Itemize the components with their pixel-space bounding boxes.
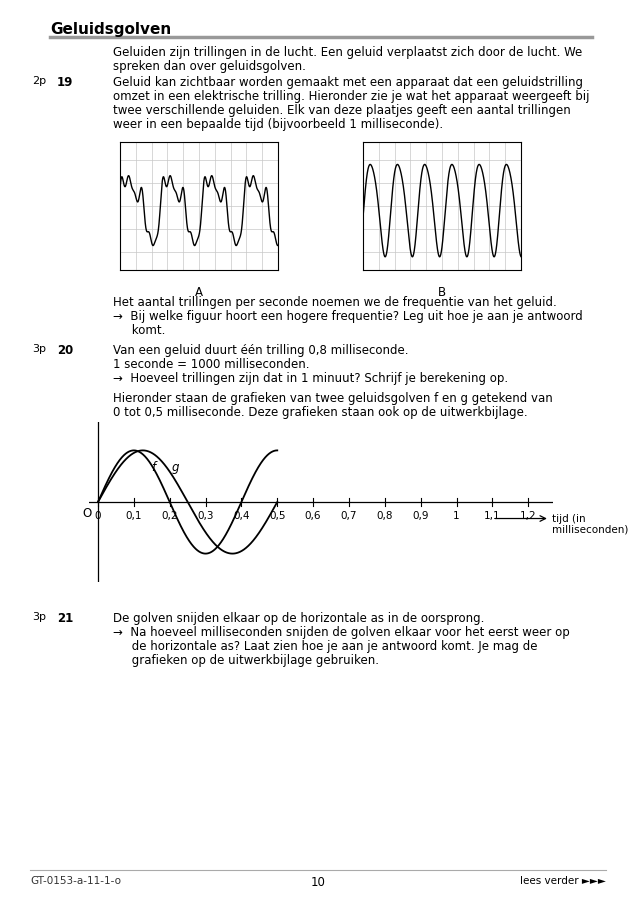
Text: 1,2: 1,2: [520, 511, 537, 521]
Text: 0,7: 0,7: [341, 511, 357, 521]
Text: weer in een bepaalde tijd (bijvoorbeeld 1 milliseconde).: weer in een bepaalde tijd (bijvoorbeeld …: [113, 118, 443, 131]
Text: Hieronder staan de grafieken van twee geluidsgolven f en g getekend van: Hieronder staan de grafieken van twee ge…: [113, 392, 553, 405]
Text: Geluiden zijn trillingen in de lucht. Een geluid verplaatst zich door de lucht. : Geluiden zijn trillingen in de lucht. Ee…: [113, 46, 582, 59]
Text: O: O: [82, 508, 92, 520]
Text: Het aantal trillingen per seconde noemen we de frequentie van het geluid.: Het aantal trillingen per seconde noemen…: [113, 296, 556, 309]
Text: g: g: [171, 461, 179, 473]
Text: 0,8: 0,8: [377, 511, 393, 521]
Text: 0,5: 0,5: [269, 511, 286, 521]
Text: 0,6: 0,6: [305, 511, 321, 521]
Text: Geluidsgolven: Geluidsgolven: [50, 22, 171, 37]
Text: 0,4: 0,4: [233, 511, 250, 521]
Text: 1: 1: [453, 511, 460, 521]
Text: GT-0153-a-11-1-o: GT-0153-a-11-1-o: [30, 876, 121, 886]
Text: 21: 21: [57, 612, 73, 625]
Text: 1,1: 1,1: [484, 511, 501, 521]
Text: →  Hoeveel trillingen zijn dat in 1 minuut? Schrijf je berekening op.: → Hoeveel trillingen zijn dat in 1 minuu…: [113, 372, 508, 385]
Text: 10: 10: [310, 876, 326, 889]
Text: spreken dan over geluidsgolven.: spreken dan over geluidsgolven.: [113, 60, 306, 73]
Text: B: B: [438, 286, 446, 299]
Text: 2p: 2p: [32, 76, 46, 86]
Text: 0,9: 0,9: [412, 511, 429, 521]
Text: 0 tot 0,5 milliseconde. Deze grafieken staan ook op de uitwerkbijlage.: 0 tot 0,5 milliseconde. Deze grafieken s…: [113, 406, 528, 419]
Text: f: f: [151, 461, 156, 473]
Text: 20: 20: [57, 344, 73, 357]
Text: →  Bij welke figuur hoort een hogere frequentie? Leg uit hoe je aan je antwoord: → Bij welke figuur hoort een hogere freq…: [113, 310, 583, 323]
Text: komt.: komt.: [113, 324, 165, 337]
Text: milliseconden): milliseconden): [551, 525, 628, 535]
Text: 3p: 3p: [32, 612, 46, 622]
Text: →  Na hoeveel milliseconden snijden de golven elkaar voor het eerst weer op: → Na hoeveel milliseconden snijden de go…: [113, 626, 570, 639]
Text: lees verder ►►►: lees verder ►►►: [520, 876, 606, 886]
Text: 0,3: 0,3: [197, 511, 214, 521]
Text: 19: 19: [57, 76, 73, 89]
Text: 1 seconde = 1000 milliseconden.: 1 seconde = 1000 milliseconden.: [113, 358, 310, 371]
Text: tijd (in: tijd (in: [551, 515, 585, 525]
Text: 3p: 3p: [32, 344, 46, 354]
Text: 0,1: 0,1: [125, 511, 142, 521]
Text: Geluid kan zichtbaar worden gemaakt met een apparaat dat een geluidstrilling: Geluid kan zichtbaar worden gemaakt met …: [113, 76, 583, 89]
Text: 0,2: 0,2: [162, 511, 178, 521]
Text: twee verschillende geluiden. Elk van deze plaatjes geeft een aantal trillingen: twee verschillende geluiden. Elk van dez…: [113, 104, 570, 117]
Text: omzet in een elektrische trilling. Hieronder zie je wat het apparaat weergeeft b: omzet in een elektrische trilling. Hiero…: [113, 90, 590, 103]
Text: de horizontale as? Laat zien hoe je aan je antwoord komt. Je mag de: de horizontale as? Laat zien hoe je aan …: [113, 640, 537, 653]
Text: De golven snijden elkaar op de horizontale as in de oorsprong.: De golven snijden elkaar op de horizonta…: [113, 612, 485, 625]
Text: A: A: [195, 286, 203, 299]
Text: 0: 0: [95, 511, 101, 521]
Text: grafieken op de uitwerkbijlage gebruiken.: grafieken op de uitwerkbijlage gebruiken…: [113, 654, 379, 667]
Text: Van een geluid duurt één trilling 0,8 milliseconde.: Van een geluid duurt één trilling 0,8 mi…: [113, 344, 408, 357]
